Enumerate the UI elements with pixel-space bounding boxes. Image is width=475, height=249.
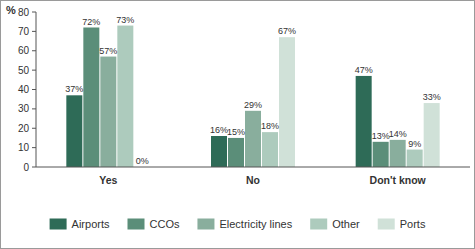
frame	[1, 1, 475, 249]
legend-swatch	[50, 219, 67, 230]
legend-swatch	[197, 219, 214, 230]
bar	[228, 138, 244, 167]
y-tick	[32, 70, 36, 71]
data-label: 13%	[372, 131, 390, 141]
y-tick-label: 10	[18, 142, 30, 153]
bar	[279, 37, 295, 167]
data-label: 29%	[244, 100, 262, 110]
data-label: 73%	[116, 15, 134, 25]
y-tick	[32, 89, 36, 90]
legend-label: Other	[332, 218, 360, 230]
y-tick-label: 80	[18, 7, 30, 18]
bar	[83, 28, 99, 168]
legend-label: CCOs	[150, 218, 180, 230]
legend-label: Ports	[400, 218, 426, 230]
bar	[262, 132, 278, 167]
y-tick-label: 40	[18, 84, 30, 95]
y-tick	[32, 128, 36, 129]
data-label: 72%	[82, 17, 100, 27]
data-label: 0%	[136, 156, 149, 166]
bar	[117, 26, 133, 167]
y-tick	[32, 50, 36, 51]
legend-swatch	[378, 219, 395, 230]
bar	[373, 142, 389, 167]
x-tick-label: Don't know	[370, 174, 427, 186]
data-label: 57%	[99, 46, 117, 56]
data-label: 37%	[65, 84, 83, 94]
y-tick-label: 30	[18, 103, 30, 114]
y-tick-label: 50	[18, 65, 30, 76]
y-tick	[32, 31, 36, 32]
y-axis-label: %	[6, 4, 16, 16]
bar	[66, 95, 82, 167]
x-tick-label: No	[246, 174, 260, 186]
y-tick	[32, 167, 36, 168]
y-tick	[32, 108, 36, 109]
legend-label: Airports	[72, 218, 110, 230]
bars	[66, 26, 439, 167]
bar	[100, 57, 116, 167]
data-label: 16%	[210, 125, 228, 135]
legend-swatch	[128, 219, 145, 230]
bar	[245, 111, 261, 167]
legend-label: Electricity lines	[219, 218, 292, 230]
y-tick-label: 20	[18, 123, 30, 134]
legend: Airports CCOs Electricity lines Other Ports	[50, 218, 426, 230]
data-label: 33%	[423, 92, 441, 102]
y-tick-label: 60	[18, 45, 30, 56]
x-tick-label: Yes	[99, 174, 117, 186]
bar	[211, 136, 227, 167]
chart: 0 10 20 30 40 50 60 70 80% 37% 72% 57% 73% 0% 16%15% 29…	[0, 0, 475, 249]
data-label: 14%	[389, 129, 407, 139]
data-label: 9%	[408, 139, 421, 149]
bar	[356, 76, 372, 167]
bar	[424, 103, 440, 167]
y-tick	[32, 147, 36, 148]
data-label: 67%	[278, 26, 296, 36]
y-tick	[32, 12, 36, 13]
y-tick-label: 0	[23, 162, 29, 173]
y-axis	[36, 12, 37, 167]
legend-swatch	[310, 219, 327, 230]
x-axis	[36, 167, 470, 168]
data-label: 47%	[355, 65, 373, 75]
data-label: 15%	[227, 127, 245, 137]
data-label: 18%	[261, 121, 279, 131]
bar	[390, 140, 406, 167]
data-labels: 37% 72% 57% 73% 0% 16%15% 29% 18% 67% 47% 13%14%9%…	[65, 15, 440, 166]
y-tick-label: 70	[18, 26, 30, 37]
bar	[407, 150, 423, 167]
